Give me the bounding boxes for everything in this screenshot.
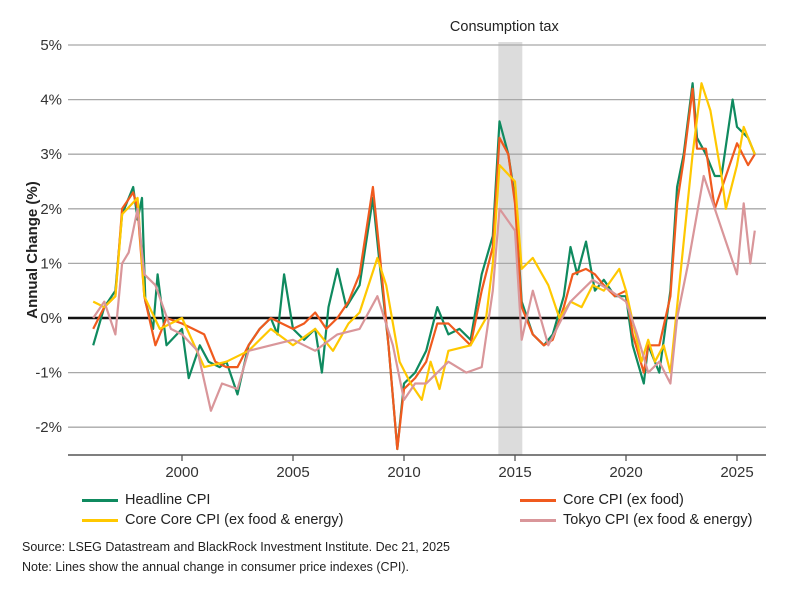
x-tick-label: 2025 xyxy=(720,464,753,481)
y-tick-label: 0% xyxy=(40,310,62,327)
legend-label: Core Core CPI (ex food & energy) xyxy=(125,512,344,528)
source-note: Source: LSEG Datastream and BlackRock In… xyxy=(22,540,450,554)
legend-core: Core CPI (ex food) xyxy=(520,492,684,508)
y-tick-label: 2% xyxy=(40,201,62,218)
y-axis-title: Annual Change (%) xyxy=(24,181,41,319)
x-tick-label: 2020 xyxy=(609,464,642,481)
series-line-3 xyxy=(92,174,756,412)
y-tick-label: 4% xyxy=(40,92,62,109)
series-line-1 xyxy=(92,87,756,451)
consumption-tax-label: Consumption tax xyxy=(450,19,560,35)
series-line-2 xyxy=(92,82,756,401)
legend-swatch xyxy=(82,498,118,502)
x-tick-label: 2000 xyxy=(165,464,198,481)
legend-swatch xyxy=(520,518,556,522)
legend-swatch xyxy=(82,518,118,522)
y-tick-label: 5% xyxy=(40,37,62,54)
legend-label: Core CPI (ex food) xyxy=(563,492,684,508)
legend-label: Tokyo CPI (ex food & energy) xyxy=(563,512,753,528)
legend-headline: Headline CPI xyxy=(82,492,210,508)
footnote: Note: Lines show the annual change in co… xyxy=(22,560,410,574)
series-line-0 xyxy=(92,82,756,451)
y-tick-label: 1% xyxy=(40,255,62,272)
legend-swatch xyxy=(520,498,556,502)
y-tick-label: -2% xyxy=(35,419,62,436)
x-tick-label: 2005 xyxy=(276,464,309,481)
y-tick-label: 3% xyxy=(40,146,62,163)
x-tick-label: 2015 xyxy=(498,464,531,481)
legend-tokyo: Tokyo CPI (ex food & energy) xyxy=(520,512,752,528)
y-tick-label: -1% xyxy=(35,365,62,382)
legend-core-core: Core Core CPI (ex food & energy) xyxy=(82,512,343,528)
x-tick-label: 2010 xyxy=(387,464,420,481)
legend-label: Headline CPI xyxy=(125,492,211,508)
